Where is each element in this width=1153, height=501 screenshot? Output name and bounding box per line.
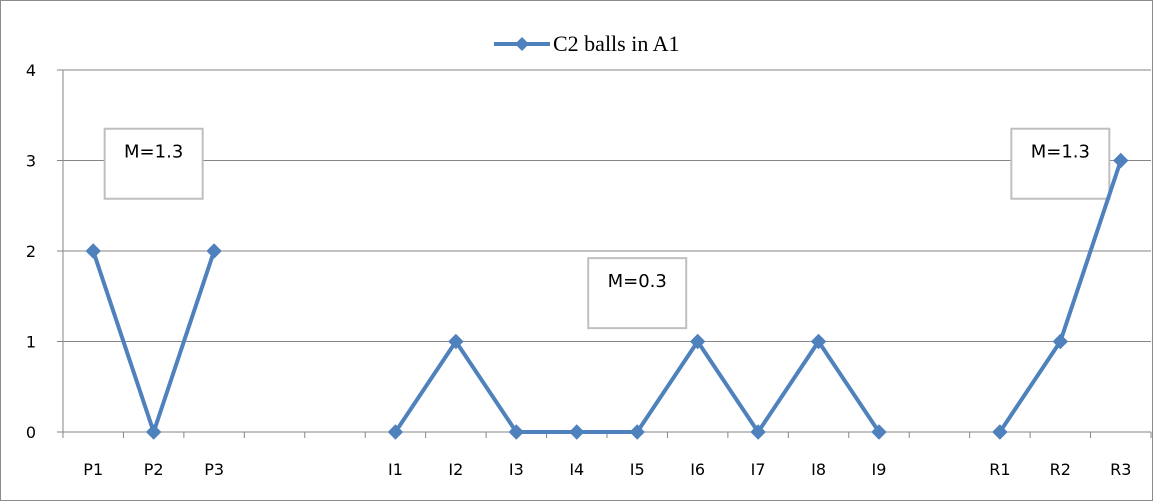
data-point	[871, 424, 887, 440]
y-tick-label: 3	[26, 152, 36, 171]
x-tick-label: R1	[989, 460, 1010, 479]
y-tick-label: 2	[26, 242, 36, 261]
data-point	[85, 243, 101, 259]
series-line	[997, 158, 1123, 434]
x-tick-label: P1	[83, 460, 103, 479]
x-tick-labels: P1 P2 P3 I1 I2 I3 I4 I5 I6 I7 I8 I9 R1 R2 R3	[83, 460, 1131, 479]
x-tick-label: I2	[448, 460, 463, 479]
x-tick-label: I9	[872, 460, 887, 479]
x-tick-label: P3	[204, 460, 224, 479]
annotation-text: M=1.3	[124, 142, 183, 163]
gridlines	[63, 69, 1151, 342]
x-tick-label: R3	[1110, 460, 1131, 479]
data-point	[206, 243, 222, 259]
annotation-box	[103, 127, 204, 200]
annotation-text: M=0.3	[608, 271, 667, 292]
axes	[57, 69, 1152, 438]
x-tick-label: I5	[630, 460, 645, 479]
series-line	[393, 339, 881, 434]
x-tick-label: R2	[1050, 460, 1071, 479]
x-tick-label: I6	[690, 460, 705, 479]
x-tick-label: I8	[811, 460, 826, 479]
y-tick-label: 1	[26, 333, 36, 352]
data-point	[508, 424, 525, 440]
data-point	[448, 333, 464, 350]
data-point	[1052, 333, 1069, 350]
data-point	[569, 424, 585, 440]
x-tick-label: I4	[569, 460, 584, 479]
x-tick-label: I7	[751, 460, 766, 479]
legend-marker	[515, 37, 529, 51]
data-point	[145, 424, 162, 440]
annotations: M=1.3 M=0.3 M=1.3	[103, 127, 1111, 330]
data-point	[387, 424, 404, 440]
x-tick-label: I1	[388, 460, 403, 479]
x-tick-label: P2	[144, 460, 164, 479]
data-point	[992, 424, 1008, 440]
y-tick-labels: 0 1 2 3 4	[26, 61, 36, 442]
annotation-box	[587, 257, 688, 330]
data-point	[689, 333, 706, 350]
y-tick-label: 4	[26, 61, 36, 80]
annotation-text: M=1.3	[1031, 142, 1090, 163]
data-point	[750, 424, 766, 440]
x-tick-label: I3	[509, 460, 524, 479]
data-point	[1113, 152, 1129, 169]
data-point	[629, 424, 645, 440]
annotation-box	[1010, 127, 1111, 200]
series-layer	[85, 152, 1129, 440]
data-point	[810, 333, 827, 350]
legend-label: C2 balls in A1	[553, 31, 680, 56]
legend: C2 balls in A1	[494, 31, 680, 56]
y-tick-label: 0	[26, 423, 36, 442]
